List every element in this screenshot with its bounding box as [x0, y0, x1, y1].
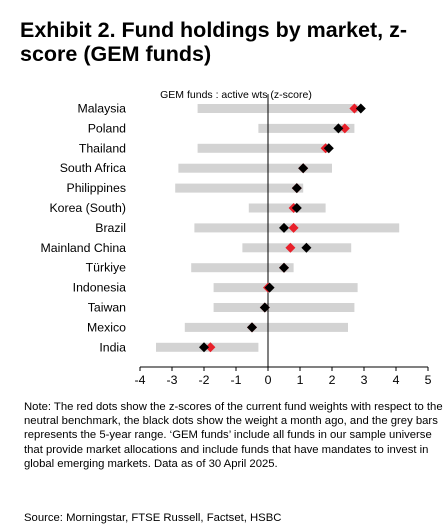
category-label: Korea (South)	[49, 201, 126, 215]
month-ago-point	[301, 242, 312, 253]
x-axis: -4 -3 -2 -1 0 1 2 3 4 5	[135, 94, 432, 387]
range-bar	[242, 243, 352, 253]
category-label: India	[99, 340, 126, 354]
category-label: Indonesia	[73, 281, 126, 295]
current-point	[288, 222, 299, 233]
month-ago-point	[264, 282, 275, 293]
chart-title: Exhibit 2. Fund holdings by market, z-sc…	[20, 18, 408, 66]
chart-source: Source: Morningstar, FTSE Russell, Facts…	[24, 512, 282, 524]
current-point	[349, 103, 360, 114]
month-ago-point	[279, 222, 289, 233]
range-bar	[258, 123, 355, 133]
category-label: Brazil	[95, 221, 126, 235]
month-ago-point	[259, 302, 270, 313]
month-ago-point	[298, 163, 309, 174]
category-label: Taiwan	[88, 301, 126, 315]
month-ago-point	[355, 103, 366, 114]
x-tick-label: 0	[265, 373, 272, 387]
month-ago-point	[279, 262, 289, 273]
category-label: Mainland China	[41, 241, 127, 255]
chart-subtitle: GEM funds : active wts (z-score)	[160, 89, 312, 101]
current-point	[285, 242, 296, 253]
category-label: Philippines	[67, 181, 126, 195]
range-bar	[197, 104, 358, 113]
month-ago-point	[199, 342, 209, 353]
category-label: Poland	[88, 121, 126, 135]
category-label: South Africa	[60, 161, 126, 175]
month-ago-point	[247, 322, 257, 333]
range-bar	[248, 203, 326, 213]
category-label: Malaysia	[77, 102, 126, 116]
range-bars	[156, 104, 400, 352]
range-bar	[213, 303, 355, 312]
x-tick-label: -2	[199, 373, 210, 387]
month-ago-point	[291, 183, 302, 194]
category-label: Türkiye	[86, 261, 126, 275]
x-tick-label: 4	[393, 373, 400, 387]
x-tick-label: 1	[297, 373, 304, 387]
range-bar	[175, 183, 304, 193]
range-bar	[213, 283, 358, 293]
x-tick-label: 5	[425, 373, 432, 387]
month-ago-point	[323, 143, 334, 154]
range-dot-chart: GEM funds : active wts (z-score) -4 -3 -2-…	[41, 89, 432, 387]
range-bar	[178, 163, 332, 173]
data-points	[199, 103, 366, 353]
x-tick-label: 2	[329, 373, 336, 387]
x-tick-label: -4	[135, 373, 146, 387]
month-ago-point	[291, 203, 302, 213]
x-tick-label: -1	[231, 373, 242, 387]
category-labels: Malaysia Poland Thailand South Africa Philip…	[41, 102, 127, 355]
x-tick-label: 3	[361, 373, 368, 387]
range-bar	[197, 143, 329, 153]
chart-note: Note: The red dots show the z-scores of …	[24, 401, 443, 470]
month-ago-point	[333, 123, 344, 134]
range-bar	[191, 263, 294, 273]
current-point	[205, 342, 216, 353]
category-label: Thailand	[79, 141, 126, 155]
current-point	[339, 123, 350, 134]
category-label: Mexico	[87, 320, 126, 334]
range-bar	[184, 322, 348, 332]
x-tick-label: -3	[167, 373, 178, 387]
